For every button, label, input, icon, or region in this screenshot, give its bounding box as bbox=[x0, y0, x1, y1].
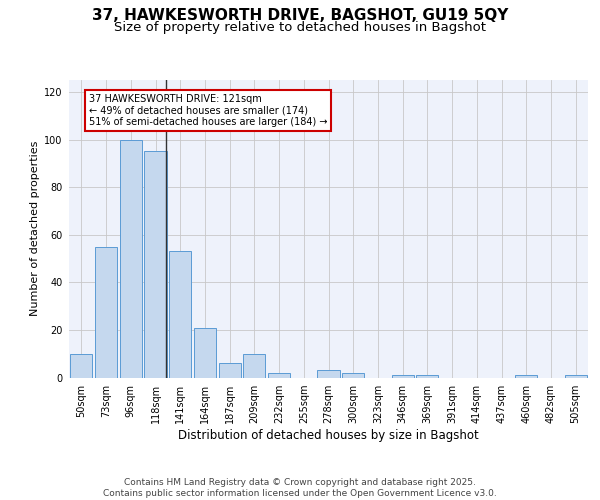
Bar bbox=[95, 246, 117, 378]
Bar bbox=[145, 152, 167, 378]
Bar bbox=[119, 140, 142, 378]
Bar bbox=[70, 354, 92, 378]
Bar bbox=[194, 328, 216, 378]
Bar bbox=[243, 354, 265, 378]
Bar bbox=[565, 375, 587, 378]
Bar bbox=[416, 375, 439, 378]
Text: 37, HAWKESWORTH DRIVE, BAGSHOT, GU19 5QY: 37, HAWKESWORTH DRIVE, BAGSHOT, GU19 5QY bbox=[92, 8, 508, 22]
X-axis label: Distribution of detached houses by size in Bagshot: Distribution of detached houses by size … bbox=[178, 429, 479, 442]
Bar bbox=[268, 372, 290, 378]
Bar bbox=[218, 363, 241, 378]
Bar bbox=[317, 370, 340, 378]
Bar bbox=[169, 252, 191, 378]
Bar bbox=[515, 375, 538, 378]
Y-axis label: Number of detached properties: Number of detached properties bbox=[30, 141, 40, 316]
Text: Size of property relative to detached houses in Bagshot: Size of property relative to detached ho… bbox=[114, 22, 486, 35]
Bar bbox=[392, 375, 414, 378]
Text: Contains HM Land Registry data © Crown copyright and database right 2025.
Contai: Contains HM Land Registry data © Crown c… bbox=[103, 478, 497, 498]
Text: 37 HAWKESWORTH DRIVE: 121sqm
← 49% of detached houses are smaller (174)
51% of s: 37 HAWKESWORTH DRIVE: 121sqm ← 49% of de… bbox=[89, 94, 327, 128]
Bar bbox=[342, 372, 364, 378]
